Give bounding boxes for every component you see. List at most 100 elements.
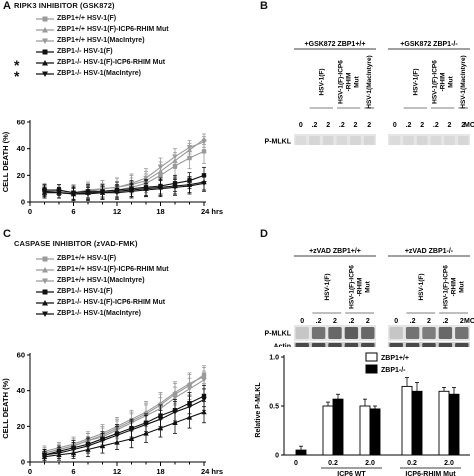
panel-c-legend-entry: ZBP1-/- HSV-1(MacIntyre) bbox=[36, 308, 169, 319]
square-marker-icon bbox=[42, 289, 48, 294]
p-mlkl-band bbox=[363, 136, 375, 146]
panel-d-blot: +zVAD ZBP1+/+ HSV-1(F) HSV-1(F)-ICP6 -RHIM M… bbox=[248, 237, 474, 351]
panel-a-legend: ZBP1+/+ HSV-1(F) ZBP1+/+ HSV-1(F)-ICP6-RH… bbox=[14, 13, 169, 83]
lane-header: -RHIM bbox=[451, 278, 458, 297]
panel-a-legend-swatch bbox=[36, 49, 54, 54]
p-mlkl-band bbox=[455, 327, 469, 339]
lane-header: HSV-1(F) bbox=[318, 68, 325, 95]
data-point bbox=[186, 183, 193, 189]
y-axis-label: CELL DEATH (%) bbox=[1, 131, 10, 192]
data-point bbox=[201, 397, 207, 403]
square-marker-icon bbox=[42, 49, 48, 54]
lane-header: Mut bbox=[354, 75, 361, 87]
group-label: ICP6 WT bbox=[337, 471, 366, 476]
moi-value: 2 bbox=[333, 318, 337, 325]
data-point bbox=[41, 189, 48, 195]
panel-a-legend-swatch bbox=[36, 16, 54, 21]
data-point bbox=[128, 427, 135, 433]
legend-label: ZBP1-/- bbox=[381, 367, 406, 374]
data-point bbox=[201, 139, 207, 145]
series-line bbox=[44, 182, 205, 195]
data-point bbox=[143, 187, 149, 193]
panel-c-legend-entry: ZBP1-/- HSV-1(F) bbox=[36, 286, 169, 297]
data-point bbox=[70, 447, 77, 453]
x-tick-label: 6 bbox=[71, 467, 75, 476]
moi-value: 2 bbox=[420, 122, 424, 129]
panel-c-legend-label: ZBP1-/- HSV-1(MacIntyre) bbox=[57, 310, 142, 317]
p-mlkl-band bbox=[403, 136, 414, 146]
lane-header: -RHIM bbox=[357, 278, 364, 297]
triangle-up-marker-icon bbox=[42, 59, 48, 65]
y-tick-label: 60 bbox=[17, 351, 25, 360]
bar bbox=[448, 393, 460, 456]
moi-label: MOI bbox=[464, 318, 474, 325]
y-tick-label: 40 bbox=[17, 144, 25, 153]
series-line bbox=[44, 375, 205, 452]
series-line bbox=[44, 138, 205, 194]
panel-a-legend-label: ZBP1-/- HSV-1(F) bbox=[57, 48, 113, 55]
panel-c-legend-swatch bbox=[36, 266, 54, 272]
bar bbox=[369, 408, 381, 456]
data-point bbox=[172, 395, 178, 401]
data-point bbox=[201, 377, 207, 383]
data-point bbox=[157, 186, 164, 192]
panel-b-blot-image: +GSK872 ZBP1+/+HSV-1(F) HSV-1(F)-ICP6 -RHI… bbox=[265, 41, 474, 159]
triangle-down-marker-icon bbox=[42, 278, 48, 284]
p-mlkl-band bbox=[309, 136, 320, 146]
moi-value: 2 bbox=[367, 122, 371, 129]
p-mlkl-band bbox=[389, 327, 403, 339]
p-mlkl-band bbox=[344, 327, 359, 339]
y-tick-label: 60 bbox=[17, 120, 25, 127]
panel-c-letter: C bbox=[3, 228, 11, 240]
panel-d-bar-chart: 0 0.5 1.0 Relative P-MLKL 0 0.2 2.0 0.2 2.0 ICP6 … bbox=[255, 352, 470, 476]
y-tick-label: 20 bbox=[17, 422, 25, 431]
row-label-p-mlkl: P-MLKL bbox=[265, 139, 292, 146]
data-point bbox=[56, 450, 62, 456]
data-point bbox=[201, 149, 207, 154]
data-point bbox=[70, 191, 77, 197]
p-mlkl-band bbox=[430, 136, 442, 146]
p-mlkl-band bbox=[416, 136, 428, 146]
y-tick-label: 1.0 bbox=[269, 355, 279, 362]
panel-a-legend-swatch bbox=[36, 59, 54, 65]
panel-a-legend-entry: ZBP1+/+ HSV-1(F)-ICP6-RHIM Mut bbox=[36, 24, 169, 35]
panel-b-letter: B bbox=[260, 0, 268, 12]
panel-c-legend-entry: ZBP1+/+ HSV-1(MacIntyre) bbox=[36, 275, 169, 286]
data-point bbox=[172, 409, 178, 415]
panel-a-legend-entry: * ZBP1-/- HSV-1(F)-ICP6-RHIM Mut bbox=[14, 57, 169, 72]
panel-c-legend-swatch bbox=[36, 289, 54, 294]
p-mlkl-band bbox=[422, 327, 436, 339]
panel-d-blot-image: +zVAD ZBP1+/+HSV-1(F) HSV-1(F)-ICP6 -RHIM M… bbox=[265, 248, 474, 351]
y-tick-label: 40 bbox=[17, 386, 25, 395]
triangle-down-marker-icon bbox=[42, 311, 48, 317]
y-tick-label: 20 bbox=[17, 171, 25, 180]
moi-value: 2 bbox=[326, 122, 330, 129]
series-line bbox=[44, 395, 205, 456]
bar bbox=[411, 390, 423, 456]
data-point bbox=[114, 433, 120, 438]
data-point bbox=[56, 190, 62, 196]
panel-c-title: CASPASE INHIBITOR (zVAD-FMK) bbox=[14, 239, 138, 248]
lane-header: Mut bbox=[448, 75, 455, 87]
panel-a-legend-swatch bbox=[36, 26, 54, 32]
data-point bbox=[99, 438, 106, 444]
data-point bbox=[201, 181, 207, 187]
lane-header: HSV-1(F)-ICP6 bbox=[349, 265, 356, 309]
data-point bbox=[114, 190, 120, 196]
moi-value: 2 bbox=[461, 122, 465, 129]
lane-header: HSV-1(F)-ICP6 bbox=[432, 60, 439, 104]
data-point bbox=[143, 175, 149, 181]
panel-c-legend-label: ZBP1-/- HSV-1(F) bbox=[57, 288, 113, 295]
data-point bbox=[143, 422, 149, 428]
moi-value: 0 bbox=[393, 122, 397, 129]
lane-header: HSV-1(F) bbox=[418, 273, 425, 300]
x-tick-label: 0 bbox=[294, 460, 298, 467]
moi-value: .2 bbox=[348, 318, 354, 325]
panel-c-legend-label: ZBP1+/+ HSV-1(F) bbox=[57, 255, 117, 262]
p-mlkl-band bbox=[405, 327, 420, 339]
panel-a-title: RIPK3 INHIBITOR (GSK872) bbox=[14, 1, 115, 10]
p-mlkl-band bbox=[295, 136, 307, 146]
data-point bbox=[186, 404, 193, 410]
blot-group-header: +zVAD ZBP1+/+ bbox=[309, 248, 361, 255]
data-point bbox=[187, 155, 192, 161]
